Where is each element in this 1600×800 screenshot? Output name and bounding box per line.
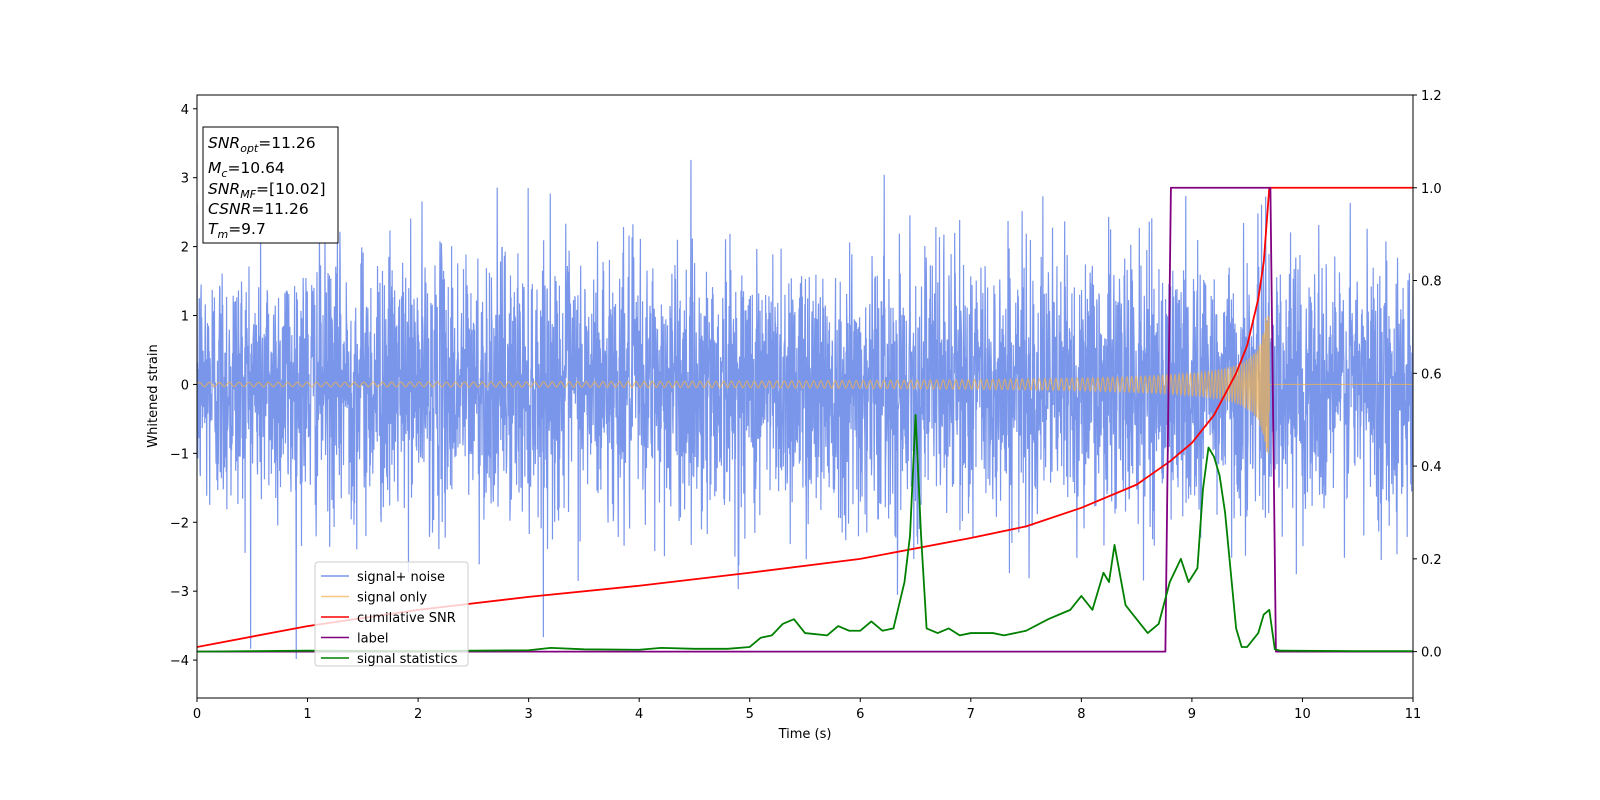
x-axis-label: Time (s) [778,727,832,742]
y-tick-label: 2 [181,241,189,256]
legend-label-signal-noise: signal+ noise [357,570,445,585]
x-tick-label: 0 [193,707,201,722]
y-right-tick-label: 0.4 [1421,460,1442,475]
legend-frame [314,561,469,667]
x-tick-label: 2 [414,707,422,722]
series-signal-only-line [197,315,1413,454]
y-tick-label: 3 [181,172,189,187]
y-tick-label: 1 [181,310,189,325]
info-snr-mf: SNRMF=[10.02] [208,180,326,201]
info-box-frame [202,126,339,244]
x-tick-label: 4 [635,707,643,722]
info-tm: Tm=9.7 [208,220,266,241]
y-tick-label: −3 [170,585,189,600]
y-axis-label: Whitened strain [146,344,161,447]
legend-label-label: label [357,632,388,647]
legend-label-signal-only: signal only [357,591,427,606]
info-csnr: CSNR=11.26 [208,200,309,218]
y-right-tick-label: 0.2 [1421,553,1442,568]
y-right-tick-label: 0.6 [1421,367,1442,382]
x-tick-label: 8 [1077,707,1085,722]
axes-frame [196,94,1414,699]
x-tick-label: 3 [524,707,532,722]
x-tick-label: 1 [303,707,311,722]
y-axis-right: 1.2 1.0 0.8 0.6 0.4 0.2 0.0 [1413,89,1442,661]
y-right-tick-label: 0.8 [1421,275,1442,290]
y-axis-left: 4 3 2 1 0 −1 −2 −3 −4 [170,103,197,669]
plot-area [197,159,1413,660]
x-tick-label: 11 [1405,707,1422,722]
legend-label-cumulative-snr: cumilative SNR [357,611,456,626]
y-tick-label: −2 [170,516,189,531]
legend: signal+ noise signal only cumilative SNR… [314,561,469,667]
y-tick-label: −4 [170,654,189,669]
info-mc: Mc=10.64 [208,159,285,180]
x-axis: 0 1 2 3 4 5 6 7 8 9 10 11 [193,698,1421,722]
x-tick-label: 5 [746,707,754,722]
y-right-tick-label: 0.0 [1421,646,1442,661]
legend-label-signal-statistics: signal statistics [357,652,458,667]
x-tick-label: 7 [967,707,975,722]
y-tick-label: 4 [181,103,189,118]
x-tick-label: 10 [1294,707,1311,722]
series-cumulative-snr-line [197,186,1413,648]
series-signal-noise-line [197,159,1413,660]
series-signal-statistics-line [197,414,1413,653]
y-right-tick-label: 1.2 [1421,89,1442,104]
info-box: SNRopt=11.26 Mc=10.64 SNRMF=[10.02] CSNR… [202,126,339,244]
x-tick-label: 6 [856,707,864,722]
info-snr-opt: SNRopt=11.26 [208,134,316,155]
y-right-tick-label: 1.0 [1421,182,1442,197]
y-tick-label: −1 [170,447,189,462]
y-tick-label: 0 [181,378,189,393]
x-tick-label: 9 [1188,707,1196,722]
